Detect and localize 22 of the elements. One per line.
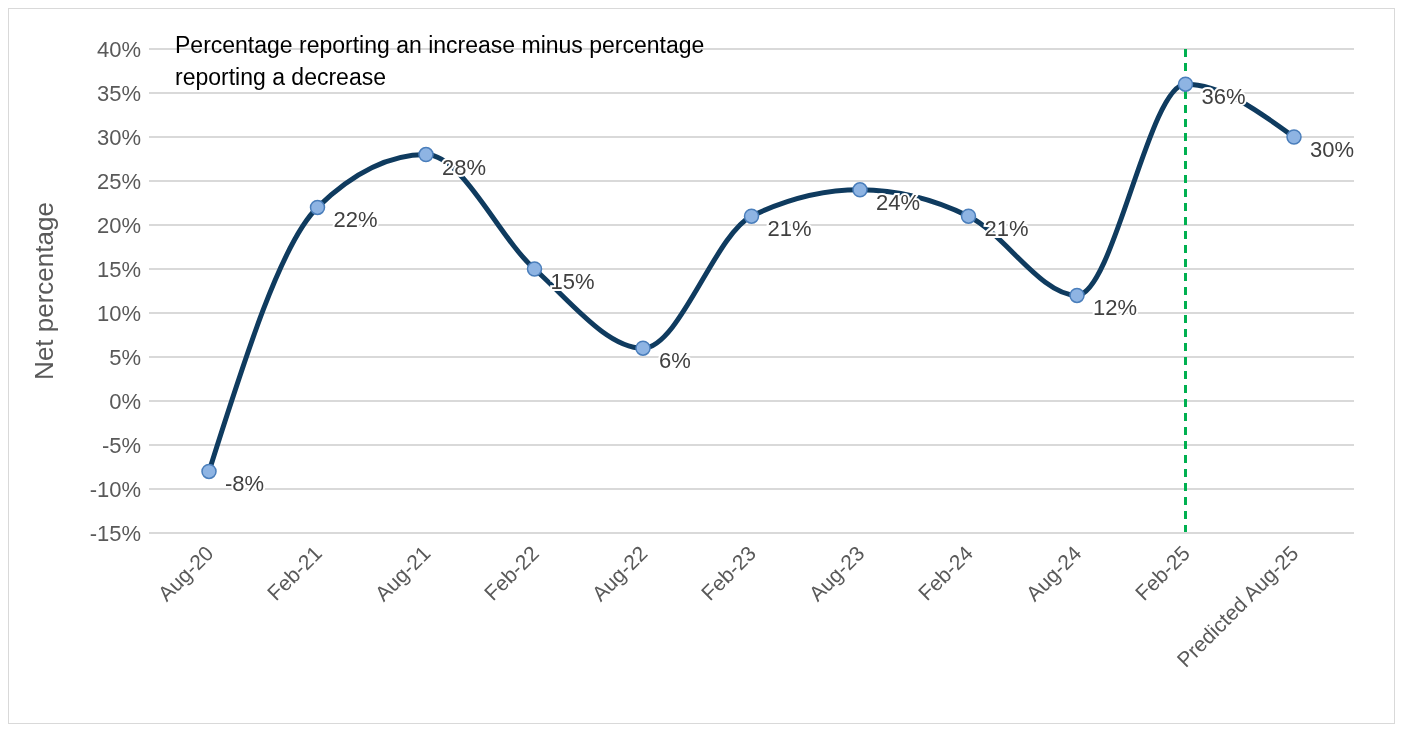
y-tick-label: 25% <box>96 168 141 194</box>
y-tick-label: 10% <box>96 300 141 326</box>
y-tick-label: 35% <box>96 80 141 106</box>
y-tick-label: -5% <box>101 432 141 458</box>
y-tick-label: -15% <box>89 520 141 546</box>
data-label: 30% <box>1310 137 1355 162</box>
data-label: 22% <box>333 207 378 233</box>
data-label: 24% <box>876 189 921 215</box>
data-label: 12% <box>1093 295 1138 321</box>
data-label: 15% <box>550 269 595 294</box>
y-tick-label: 20% <box>96 212 141 238</box>
annotation: Percentage reporting an increase minus percentage reporting a decrease <box>175 31 706 92</box>
y-tick-label: 5% <box>109 344 141 370</box>
data-label: -8% <box>225 471 265 497</box>
y-tick-label: -10% <box>89 476 141 502</box>
y-tick-label: 0% <box>109 388 141 414</box>
y-axis-title: Net percentage <box>29 202 60 380</box>
y-tick-label: 40% <box>96 36 141 62</box>
data-label: 21% <box>767 216 812 242</box>
y-tick-label: 15% <box>96 256 141 282</box>
y-tick-label: 30% <box>96 124 141 150</box>
data-label: 6% <box>659 348 691 374</box>
